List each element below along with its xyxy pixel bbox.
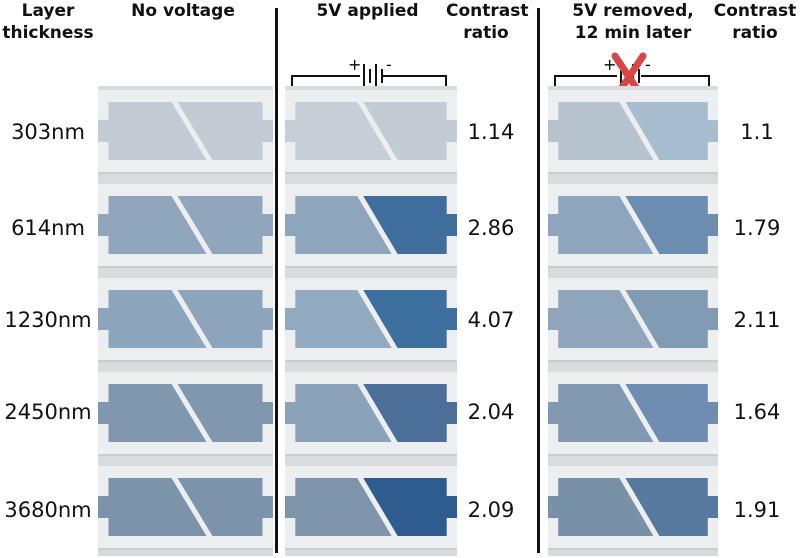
circuit-minus-removed: -: [645, 55, 651, 74]
sample-no-voltage-4: [98, 372, 273, 456]
contrast-ratio-applied-2: 2.86: [467, 216, 515, 240]
thickness-label-5: 3680nm: [4, 498, 92, 522]
sample-5v-applied-2: [285, 184, 457, 268]
thickness-label-4: 2450nm: [4, 400, 92, 424]
sample-5v-applied-4: [285, 372, 457, 456]
sample-no-voltage-3: [98, 278, 273, 362]
contrast-ratio-removed-3: 2.11: [733, 308, 781, 332]
sample-no-voltage-1: [98, 90, 273, 174]
sample-no-voltage-2: [98, 184, 273, 268]
contrast-ratio-removed-1: 1.1: [740, 120, 774, 144]
battery-circuit-applied-icon: + -: [291, 55, 447, 88]
thickness-label-1: 303nm: [11, 120, 85, 144]
column-divider-right: [537, 8, 540, 553]
sample-5v-removed-5: [548, 466, 718, 550]
header-contrast-ratio-applied: Contrast ratio: [446, 1, 529, 43]
photo-strip-5v-removed: [548, 86, 718, 556]
sample-5v-applied-3: [285, 278, 457, 362]
header-no-voltage: No voltage: [131, 1, 235, 21]
contrast-ratio-applied-4: 2.04: [467, 400, 515, 424]
contrast-ratio-applied-1: 1.14: [467, 120, 515, 144]
sample-5v-applied-5: [285, 466, 457, 550]
sample-5v-removed-1: [548, 90, 718, 174]
column-divider-left: [275, 8, 278, 553]
photo-strip-5v-applied: [285, 86, 457, 556]
circuit-plus: +: [348, 55, 361, 74]
header-contrast-ratio-removed: Contrast ratio: [713, 1, 797, 43]
contrast-ratio-removed-2: 1.79: [733, 216, 781, 240]
contrast-ratio-applied-3: 4.07: [467, 308, 515, 332]
sample-5v-removed-4: [548, 372, 718, 456]
sample-5v-removed-2: [548, 184, 718, 268]
sample-no-voltage-5: [98, 466, 273, 550]
sample-5v-applied-1: [285, 90, 457, 174]
header-5v-applied: 5V applied: [316, 1, 419, 21]
sample-5v-removed-3: [548, 278, 718, 362]
header-5v-removed: 5V removed, 12 min later: [572, 1, 694, 43]
photo-strip-no-voltage: [98, 86, 273, 556]
contrast-ratio-removed-5: 1.91: [733, 498, 781, 522]
circuit-plus-removed: +: [603, 55, 616, 74]
contrast-ratio-applied-5: 2.09: [467, 498, 515, 522]
thickness-label-2: 614nm: [11, 216, 85, 240]
circuit-minus: -: [386, 55, 392, 74]
thickness-label-3: 1230nm: [4, 308, 92, 332]
contrast-ratio-removed-4: 1.64: [733, 400, 781, 424]
header-layer-thickness: Layer thickness: [2, 1, 94, 43]
